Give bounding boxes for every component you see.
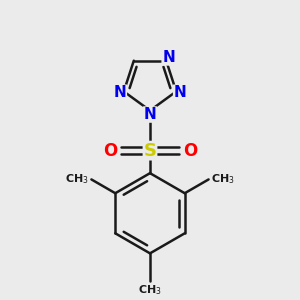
Text: O: O [183,142,197,160]
Text: N: N [174,85,186,100]
Text: CH$_3$: CH$_3$ [138,284,162,297]
Text: N: N [144,107,156,122]
Text: CH$_3$: CH$_3$ [211,172,235,186]
Text: O: O [103,142,117,160]
Text: N: N [114,85,126,100]
Text: CH$_3$: CH$_3$ [65,172,89,186]
Text: S: S [143,142,157,160]
Text: N: N [162,50,175,65]
